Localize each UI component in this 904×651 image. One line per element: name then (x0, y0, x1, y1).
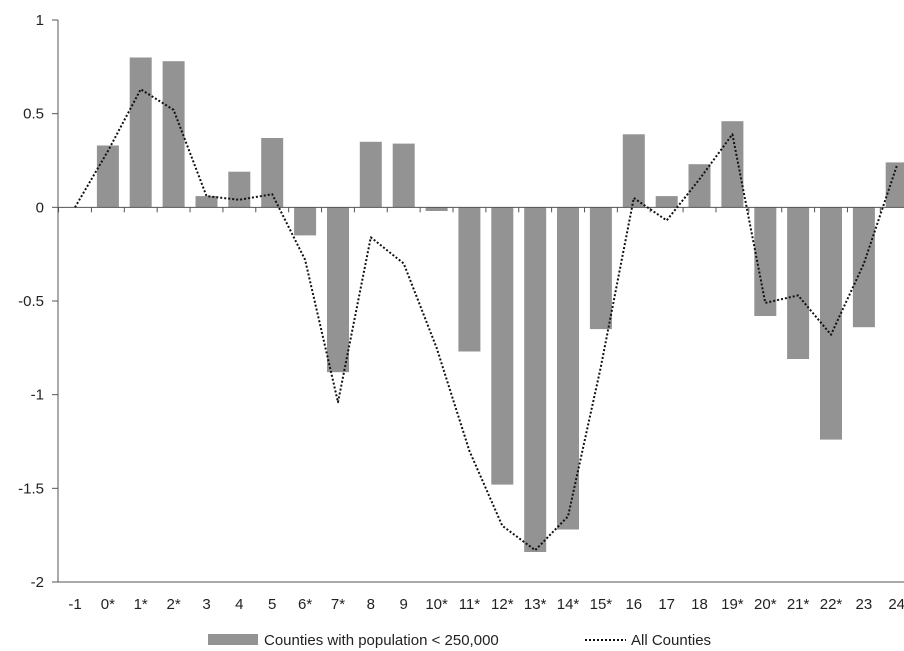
bar (820, 207, 842, 440)
legend-label-bar: Counties with population < 250,000 (264, 632, 499, 649)
bar (754, 207, 777, 316)
x-tick-label: 24 (888, 596, 904, 613)
bar (787, 207, 810, 359)
x-tick-label: 4 (235, 596, 243, 613)
x-tick-label: 20* (754, 596, 777, 613)
bar (688, 164, 711, 208)
x-tick-label: 5 (268, 596, 276, 613)
x-tick-label: 14* (557, 596, 580, 613)
bar (655, 196, 678, 208)
x-tick-label: 23 (856, 596, 873, 613)
x-tick-label: 21* (787, 596, 810, 613)
bar (261, 138, 284, 208)
x-tick-label: 8 (367, 596, 375, 613)
line-all-counties (74, 88, 898, 552)
x-tick-label: 6* (298, 596, 312, 613)
bar (359, 141, 382, 208)
y-tick-label: 1 (36, 12, 44, 29)
bar (852, 207, 875, 328)
bar (622, 134, 645, 208)
bar (228, 171, 251, 208)
x-tick-label: 15* (590, 596, 613, 613)
x-tick-label: 18 (691, 596, 708, 613)
plot-area: 1 0.5 0 -0.5 -1 -1.5 -2 -1 0* 1* 2* 3 4 5 6* 7* 8 9 10* 11*… (18, 12, 904, 613)
x-tick-label: 0* (101, 596, 115, 613)
bar (425, 207, 448, 211)
legend-swatch-bar (208, 634, 258, 645)
x-tick-label: 10* (425, 596, 448, 613)
x-tick-label: 17 (658, 596, 675, 613)
y-tick-label: 0 (36, 199, 44, 216)
bar (557, 207, 579, 530)
bar (294, 207, 317, 236)
y-tick-label: -1 (31, 387, 44, 404)
bar (491, 207, 514, 485)
bar (392, 143, 415, 208)
y-tick-label: -2 (31, 574, 44, 591)
bar (524, 207, 547, 553)
bar (885, 162, 904, 208)
y-tick-label: -1.5 (18, 480, 44, 497)
bar (721, 121, 744, 208)
x-tick-label: 2* (167, 596, 181, 613)
x-tick-label: 3 (202, 596, 210, 613)
x-tick-label: 11* (459, 596, 481, 613)
x-tick-label: 22* (820, 596, 843, 613)
x-tick-label: 13* (524, 596, 547, 613)
bar (458, 207, 481, 352)
x-tick-label: 12* (491, 596, 514, 613)
bar (195, 196, 218, 208)
bar (96, 145, 119, 208)
x-tick-label: 9 (400, 596, 408, 613)
x-tick-label: 19* (721, 596, 744, 613)
x-tick-label: 1* (134, 596, 148, 613)
x-tick-label: 7* (331, 596, 345, 613)
bar (327, 207, 349, 373)
legend: Counties with population < 250,000 All Co… (208, 632, 711, 649)
y-tick-label: 0.5 (23, 106, 44, 123)
bar (589, 207, 612, 330)
bar (162, 61, 185, 208)
y-tick-label: -0.5 (18, 293, 44, 310)
legend-label-line: All Counties (631, 632, 711, 649)
bar (129, 57, 152, 208)
x-tick-label: -1 (68, 596, 81, 613)
x-tick-label: 16 (625, 596, 642, 613)
